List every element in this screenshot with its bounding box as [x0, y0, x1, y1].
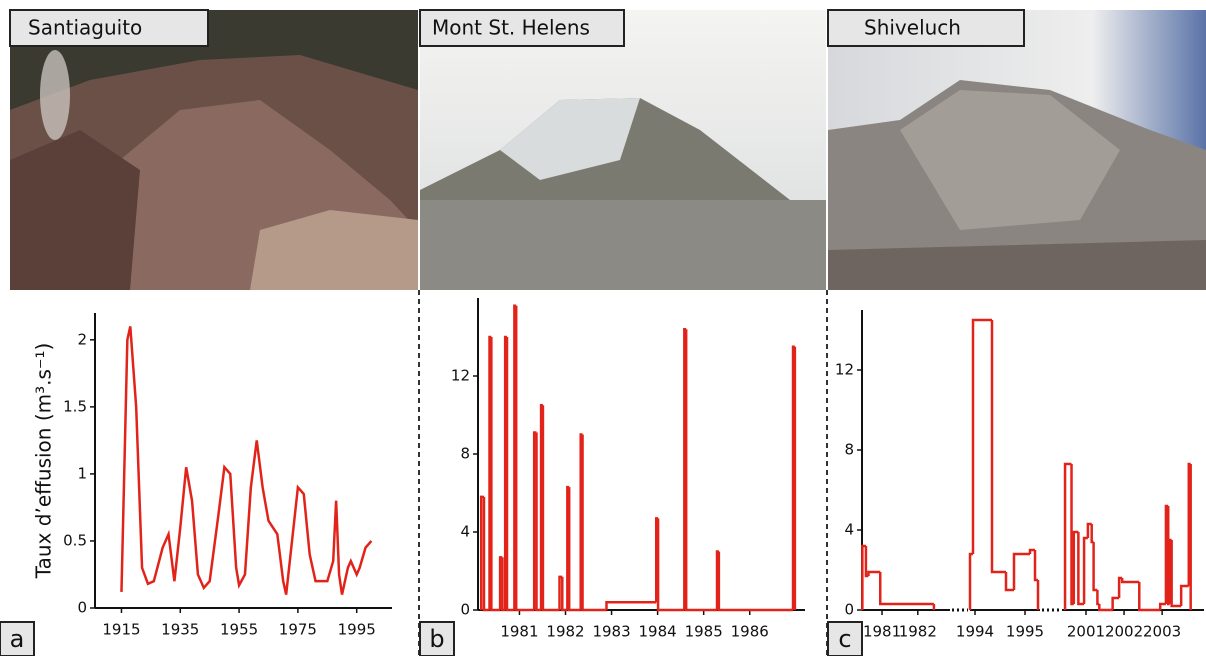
x-tick-label: 2003	[1143, 623, 1181, 641]
step	[1158, 602, 1166, 610]
title-box	[419, 9, 625, 47]
step	[1028, 548, 1035, 554]
x-tick-label: 1955	[220, 621, 258, 639]
step	[535, 432, 542, 612]
x-tick-label: 1982	[546, 623, 584, 641]
step	[1086, 522, 1092, 538]
x-tick-label: 1995	[1006, 623, 1044, 641]
panel-title: Mont St. Helens	[432, 16, 590, 40]
step	[1012, 552, 1030, 590]
letter-box	[827, 621, 863, 657]
y-tick-label: 0	[77, 599, 87, 617]
x-tick-label: 1981	[500, 623, 538, 641]
y-axis-title: Taux d’effusion (m³.s⁻¹)	[32, 343, 56, 580]
step	[541, 405, 560, 612]
x-tick-label: 2001	[1067, 623, 1105, 641]
x-tick-label: 1983	[592, 623, 630, 641]
step	[514, 305, 535, 612]
x-tick-label: 1915	[102, 621, 140, 639]
step	[1138, 582, 1161, 612]
y-tick-label: 8	[460, 445, 470, 463]
y-tick-label: 12	[451, 367, 470, 385]
step	[684, 329, 718, 612]
photo-shiveluch	[828, 10, 1206, 290]
y-tick-label: 4	[844, 521, 854, 539]
panel-title: Santiaguito	[28, 16, 142, 40]
y-tick-label: 2	[77, 330, 87, 348]
step	[1098, 604, 1113, 612]
step	[1096, 590, 1100, 606]
step	[605, 600, 657, 610]
line	[120, 326, 373, 595]
panel-letter: c	[838, 625, 851, 653]
step	[581, 434, 607, 612]
step	[656, 518, 685, 612]
x-tick-label: 1995	[338, 621, 376, 639]
step	[1092, 542, 1098, 592]
title-box	[9, 9, 209, 47]
step	[567, 487, 581, 612]
step	[1072, 530, 1079, 604]
panel-letter: b	[429, 625, 444, 653]
x-tick-label: 1982	[899, 623, 937, 641]
step	[482, 496, 490, 612]
step	[561, 576, 568, 612]
step	[505, 337, 515, 612]
letter-box	[0, 621, 35, 657]
step	[717, 551, 794, 612]
y-tick-label: 8	[844, 441, 854, 459]
photo-st-helens	[420, 10, 826, 290]
step	[1111, 596, 1120, 610]
x-tick-label: 1935	[161, 621, 199, 639]
step	[1033, 550, 1038, 582]
step	[1170, 540, 1182, 608]
y-tick-label: 0	[844, 601, 854, 619]
x-tick-label: 1994	[956, 623, 994, 641]
panel-title: Shiveluch	[864, 16, 961, 40]
step	[1179, 584, 1189, 606]
y-tick-label: 12	[835, 361, 854, 379]
step	[878, 572, 934, 606]
x-tick-label: 1975	[279, 621, 317, 639]
title-box	[827, 9, 1025, 47]
step	[1004, 572, 1014, 592]
y-tick-label: 0	[460, 601, 470, 619]
x-tick-label: 1984	[639, 623, 677, 641]
step	[1120, 578, 1140, 584]
step	[971, 318, 992, 554]
photo-santiaguito	[10, 10, 418, 290]
y-tick-label: 0.5	[63, 531, 87, 549]
step	[968, 552, 973, 610]
step	[1082, 536, 1088, 604]
step	[867, 570, 881, 576]
x-tick-label: 1986	[731, 623, 769, 641]
x-tick-label: 2002	[1105, 623, 1143, 641]
y-tick-label: 1	[77, 464, 87, 482]
step	[490, 337, 501, 612]
x-tick-label: 1981	[863, 623, 901, 641]
y-tick-label: 1.5	[63, 397, 87, 415]
panel-letter: a	[10, 625, 25, 653]
x-tick-label: 1985	[685, 623, 723, 641]
step	[1077, 532, 1085, 606]
step	[1063, 462, 1072, 610]
step	[990, 320, 1006, 574]
y-tick-label: 4	[460, 523, 470, 541]
step	[1090, 524, 1094, 544]
